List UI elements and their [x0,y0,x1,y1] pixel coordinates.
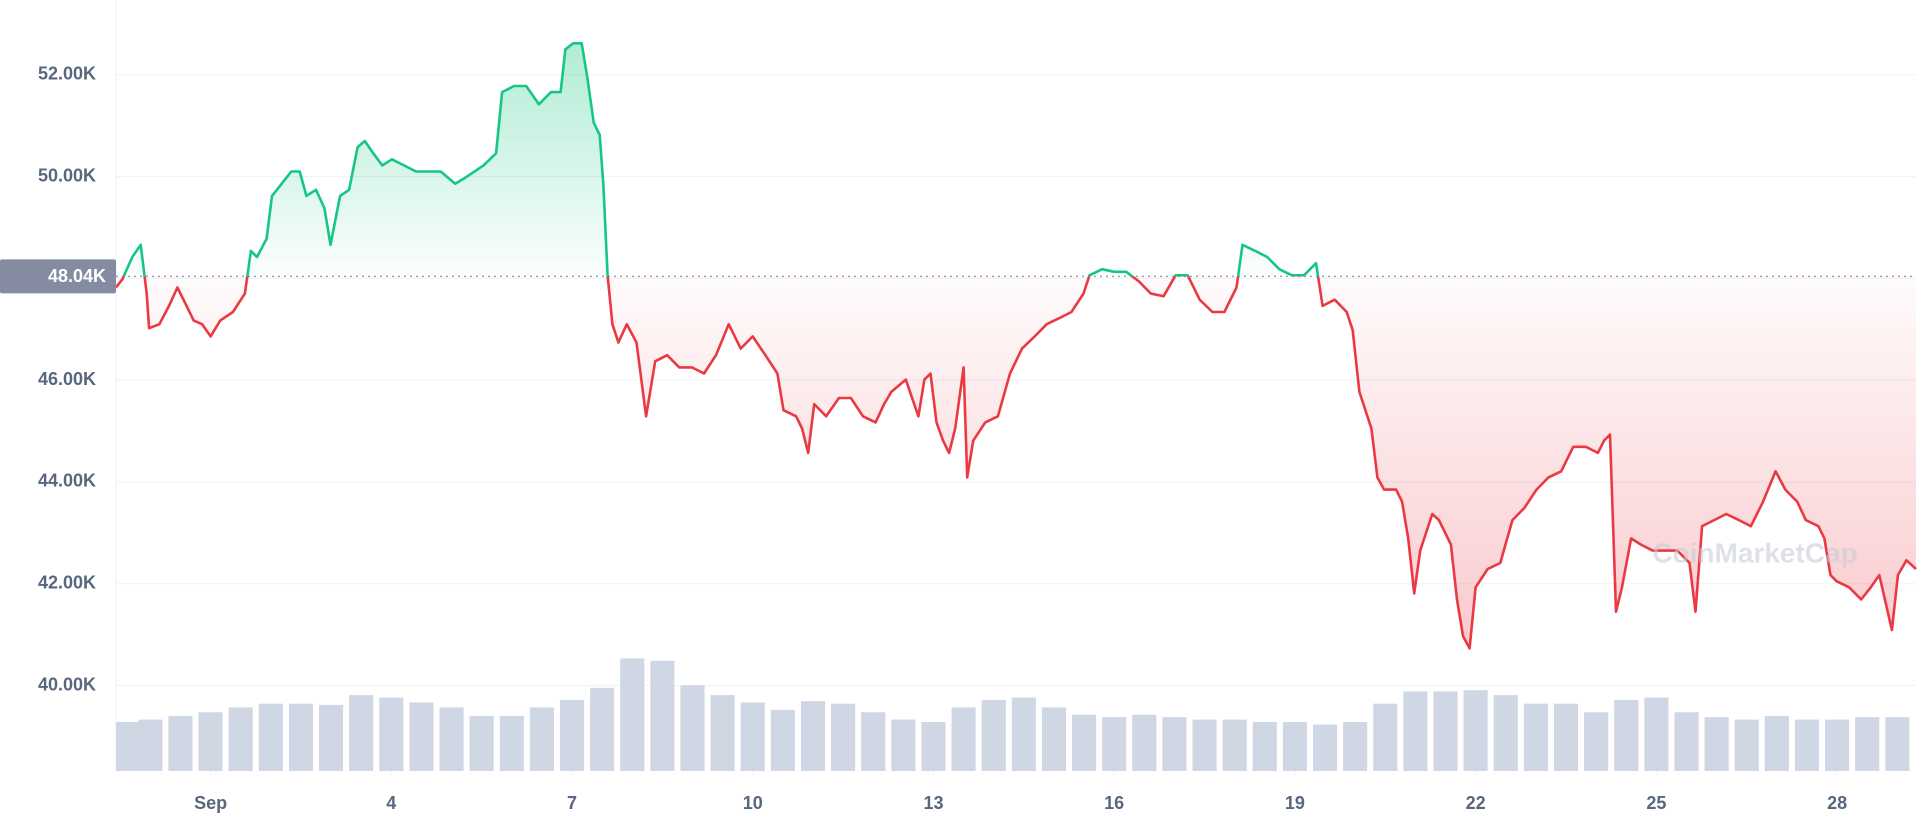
y-tick-label: 52.00K [38,64,96,84]
volume-bar [680,685,705,771]
volume-bar [1584,712,1609,771]
volume-bar [469,715,494,771]
volume-bar [1162,717,1187,771]
volume-bar [288,703,313,771]
volume-bar [1794,719,1820,771]
x-tick-label: 19 [1285,793,1305,813]
volume-bar [1553,703,1579,771]
volume-bar [590,687,615,771]
volume-bar [1885,717,1910,771]
volume-bar [650,660,675,771]
volume-bar [1855,717,1880,771]
volume-bar [800,701,826,771]
area-up [123,43,1319,277]
volume-bar [1704,717,1729,771]
volume-bar [620,658,645,771]
volume-bar [1373,703,1398,771]
volume-bar [891,719,916,771]
volume-bar [499,715,524,771]
volume-bar [1132,714,1157,771]
volume-bar [559,700,585,771]
volume-bar [1312,724,1338,771]
x-tick-label: 7 [567,793,577,813]
volume-bar [981,700,1006,771]
volume-bar [1282,722,1307,771]
price-line-up [122,42,1320,277]
volume-bar [379,697,404,771]
volume-bar [228,707,253,771]
y-tick-label: 50.00K [38,165,96,185]
volume-bar [138,719,163,771]
x-tick-label: 25 [1646,793,1666,813]
volume-bar [529,707,554,771]
y-tick-label: 44.00K [38,471,96,491]
volume-bar [1403,691,1428,771]
area-down [116,276,1916,649]
volume-bar [740,702,765,771]
volume-bar [1764,715,1789,771]
volume-bar [861,712,886,771]
y-tick-label: 40.00K [38,674,96,694]
x-tick-label: 13 [923,793,943,813]
volume-bar [1825,719,1850,771]
volume-bar [1493,695,1518,771]
volume-bar [1102,717,1127,771]
x-tick-label: 10 [743,793,763,813]
volume-bar [921,722,946,771]
baseline-label-box [0,259,116,294]
volume-bar [1041,707,1066,771]
volume-bar [1433,691,1458,771]
volume-bar [1674,712,1699,771]
watermark: CoinMarketCap [1652,537,1857,568]
volume-bar [1072,714,1097,771]
x-tick-label: Sep [194,793,227,813]
volume-bar [349,695,374,771]
baseline-label: 48.04K [48,266,106,286]
x-tick-label: 28 [1827,793,1847,813]
volume-bar [1523,703,1548,771]
volume-bar [1734,719,1759,771]
volume-bar [1011,697,1036,771]
volume-bar [258,703,283,771]
x-tick-label: 16 [1104,793,1124,813]
volume-bar [1343,722,1368,771]
y-tick-label: 46.00K [38,369,96,389]
volume-bar [951,707,976,771]
volume-bar [1463,690,1488,771]
volume-bar [1192,719,1217,771]
volume-bar [409,702,434,771]
volume-bar [168,715,193,771]
volume-bar [116,722,141,771]
volume-bar [1252,722,1277,771]
volume-bar [1222,719,1247,771]
volume-bar [439,707,464,771]
volume-bar [831,703,856,771]
y-tick-label: 42.00K [38,572,96,592]
x-tick-label: 4 [386,793,396,813]
volume-bar [198,712,223,771]
volume-bar [770,709,795,771]
x-tick-label: 22 [1466,793,1486,813]
volume-bar [319,704,344,771]
volume-bar [1644,697,1669,771]
price-line-down [114,276,1917,650]
volume-bar [1614,700,1639,771]
volume-bar [710,695,735,771]
